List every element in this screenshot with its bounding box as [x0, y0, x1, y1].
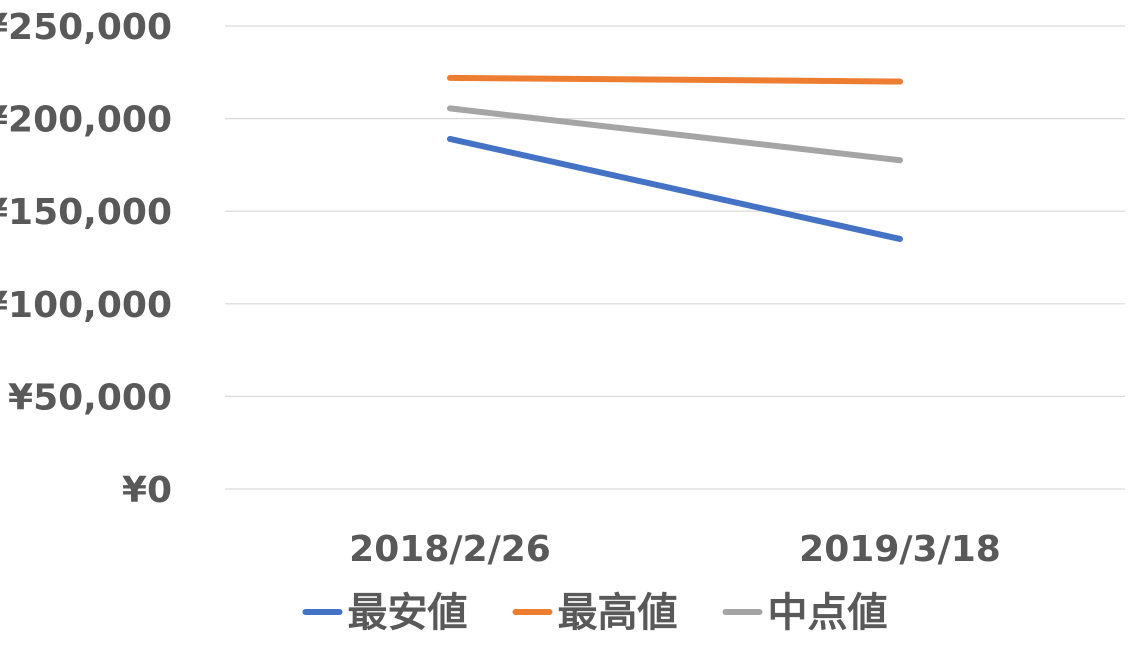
legend-item: 最安値 — [302, 590, 468, 636]
legend-item: 最高値 — [512, 590, 678, 636]
legend: 最安値 最高値 中点値 — [302, 590, 888, 636]
legend-label: 最高値 — [558, 590, 678, 636]
x-tick-label: 2019/3/18 — [799, 529, 1001, 570]
legend-label: 最安値 — [348, 590, 468, 636]
legend-item: 中点値 — [722, 590, 888, 636]
y-tick-label: ¥100,000 — [0, 285, 172, 326]
series-line — [447, 135, 903, 242]
legend-label: 中点値 — [768, 590, 888, 636]
series-lines — [447, 74, 903, 242]
x-tick-label: 2018/2/26 — [349, 529, 551, 570]
gridlines — [225, 25, 1125, 490]
series-line — [447, 105, 903, 164]
y-tick-label: ¥50,000 — [8, 377, 172, 418]
series-line — [447, 74, 903, 85]
y-tick-label: ¥150,000 — [0, 192, 172, 233]
y-tick-label: ¥0 — [122, 470, 172, 511]
y-tick-label: ¥250,000 — [0, 7, 172, 48]
x-axis-ticks: 2018/2/26 2019/3/18 — [349, 529, 1001, 570]
y-axis-ticks: ¥0 ¥50,000 ¥100,000 ¥150,000 ¥200,000 ¥250,00… — [0, 7, 172, 511]
y-tick-label: ¥200,000 — [0, 100, 172, 141]
